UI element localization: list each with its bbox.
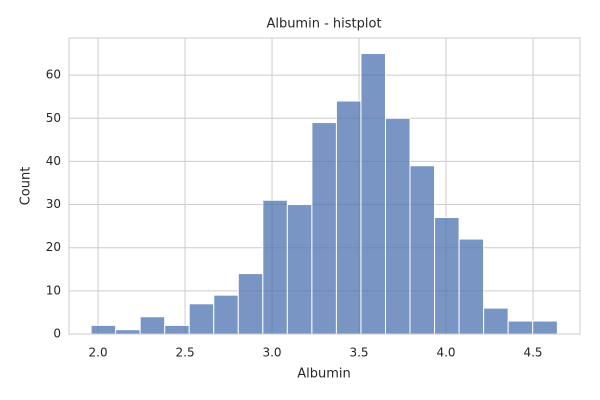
bar <box>409 165 436 335</box>
y-axis-label: Count <box>19 167 34 206</box>
plot-frame <box>68 37 581 335</box>
bar <box>213 294 239 335</box>
bar <box>139 316 166 335</box>
x-tick-label: 2.5 <box>176 346 195 360</box>
bar <box>335 100 362 335</box>
bar <box>188 303 215 335</box>
y-tick-label: 60 <box>46 68 61 82</box>
bar <box>90 324 117 335</box>
bar <box>262 199 288 335</box>
bar <box>507 320 534 335</box>
y-tick-label: 30 <box>46 197 61 211</box>
x-tick-label: 4.5 <box>523 346 542 360</box>
y-tick-label: 50 <box>46 111 61 125</box>
x-tick-label: 3.0 <box>262 346 281 360</box>
bar <box>115 329 141 335</box>
x-tick-label: 2.0 <box>89 346 108 360</box>
y-tick-label: 40 <box>46 154 61 168</box>
y-tick-label: 10 <box>46 283 61 297</box>
x-axis-label: Albumin <box>297 367 351 382</box>
x-tick-label: 3.5 <box>349 346 368 360</box>
bar <box>458 238 485 335</box>
bar <box>311 122 337 335</box>
bar <box>532 320 558 335</box>
bar <box>360 53 386 335</box>
y-tick-label: 0 <box>53 327 61 341</box>
bar <box>237 273 264 335</box>
bar <box>164 324 190 335</box>
bar <box>286 204 313 335</box>
bar <box>434 216 460 335</box>
bar <box>483 307 509 335</box>
x-tick-label: 4.0 <box>436 346 455 360</box>
chart-title: Albumin - histplot <box>266 17 381 32</box>
y-tick-label: 20 <box>46 240 61 254</box>
bar <box>384 117 411 335</box>
